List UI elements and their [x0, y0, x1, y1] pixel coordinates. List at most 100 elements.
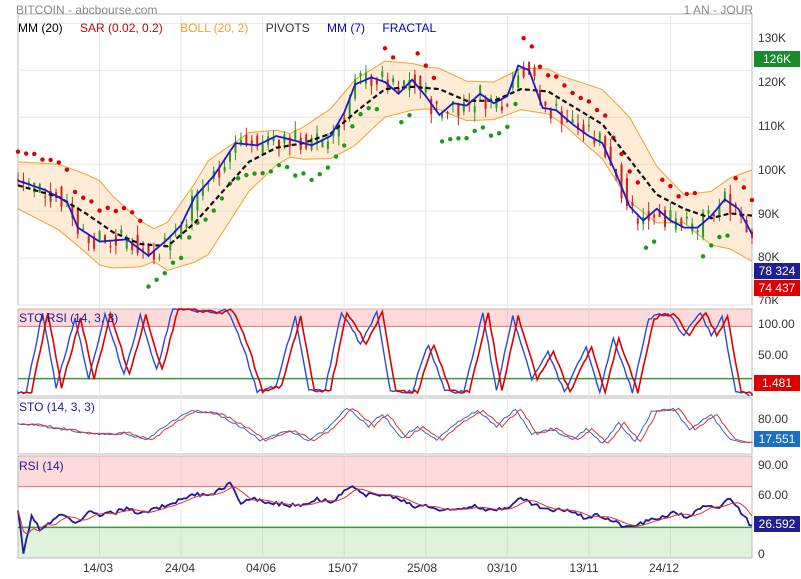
sar-dot [187, 235, 192, 240]
candle-body [712, 214, 715, 217]
sar-dot [154, 277, 159, 283]
sar-dot [129, 210, 135, 215]
rsi-title: RSI (14) [19, 459, 64, 473]
sar-dot [431, 75, 437, 81]
sar-dot [505, 124, 510, 130]
candle-body [98, 230, 101, 242]
candle-body [359, 72, 362, 76]
sar-dot [64, 167, 70, 172]
candle-body [169, 244, 172, 251]
sto-rsi-title: STO RSI (14, 3, 3) [19, 311, 119, 325]
candle-body [555, 103, 558, 106]
candle-body [446, 112, 449, 114]
candle-body [196, 191, 199, 211]
legend-sar[interactable]: SAR (0.02, 0.2) [80, 21, 163, 35]
candle-body [403, 80, 406, 90]
sar-dot [415, 51, 420, 56]
legend-boll[interactable]: BOLL (20, 2) [180, 21, 249, 35]
candle-body [680, 218, 683, 227]
candle-body [696, 230, 699, 233]
candle-body [305, 134, 308, 149]
sar-dot [488, 133, 494, 138]
sar-dot [293, 173, 298, 178]
candle-body [44, 196, 47, 198]
candle-body [201, 188, 204, 196]
candle-body [473, 106, 476, 113]
legend-pivots[interactable]: PIVOTS [265, 21, 310, 35]
sar-dot [725, 233, 730, 238]
candle-body [653, 214, 656, 218]
candle-body [457, 103, 460, 116]
sto-title: STO (14, 3, 3) [19, 400, 95, 414]
legend-mm20[interactable]: MM (20) [18, 21, 63, 35]
candle-body [636, 218, 639, 224]
sar-dot [374, 106, 380, 112]
sar-dot [146, 284, 151, 289]
price-tick: 80K [758, 250, 780, 264]
sar-dot [15, 149, 21, 154]
sar-dot [105, 205, 110, 211]
sar-dot [407, 112, 412, 118]
price-tick: 110K [758, 119, 786, 133]
chart-title: BITCOIN - abcbourse.com [16, 3, 158, 17]
sar-dot [113, 208, 119, 214]
candle-body [277, 139, 280, 148]
candle-body [261, 144, 264, 154]
candle-body [109, 246, 112, 248]
price-tick: 100K [758, 163, 787, 177]
candle-body [528, 62, 531, 75]
sar-dot [342, 143, 347, 148]
sar-dot [317, 172, 322, 177]
candle-body [76, 207, 79, 234]
sar-dot [562, 83, 567, 88]
candle-body [234, 142, 237, 153]
candle-body [310, 137, 313, 150]
candle-body [582, 124, 585, 134]
candle-body [631, 201, 634, 207]
candle-body [609, 146, 612, 166]
candle-body [593, 138, 596, 144]
candle-body [142, 248, 145, 250]
sto-badge: 17.551 [754, 431, 800, 447]
sar-dot [268, 169, 274, 174]
rsi-tick: 90.00 [758, 458, 789, 472]
sar-dot [252, 171, 257, 176]
rsi-oversold-zone [18, 527, 752, 558]
sar-dot [333, 154, 339, 159]
sar-dot [121, 205, 127, 211]
sar-dot [741, 185, 747, 190]
sar-dot [97, 208, 102, 213]
legend-fractal[interactable]: FRACTAL [382, 21, 437, 35]
sar-dot [554, 74, 559, 79]
candle-body [370, 75, 373, 86]
sar-dot [586, 99, 592, 104]
sar-dot [668, 183, 673, 189]
legend-mm7[interactable]: MM (7) [327, 21, 366, 35]
candle-body [511, 80, 514, 88]
candle-body [49, 191, 52, 202]
candle-body [125, 238, 128, 249]
candle-body [571, 119, 574, 123]
candle-body [685, 216, 688, 219]
sar-dot [350, 124, 355, 129]
candle-body [419, 76, 422, 91]
sar-dot [603, 113, 608, 118]
sar-dot [733, 175, 738, 181]
candle-body [397, 87, 400, 93]
rsi-line [17, 481, 753, 554]
rsi-tick: 0 [758, 547, 765, 561]
price-tick: 130K [758, 31, 787, 45]
candle-body [375, 80, 378, 85]
candle-body [522, 68, 525, 78]
candle-body [517, 75, 520, 88]
mm7-line [17, 64, 753, 257]
candle-body [620, 164, 623, 199]
candle-body [93, 236, 96, 249]
x-tick: 04/06 [245, 561, 277, 575]
sar-dot [40, 157, 45, 162]
candle-body [604, 136, 607, 157]
candle-body [343, 117, 346, 122]
x-tick: 24/12 [648, 561, 680, 575]
x-tick: 24/04 [164, 561, 196, 575]
